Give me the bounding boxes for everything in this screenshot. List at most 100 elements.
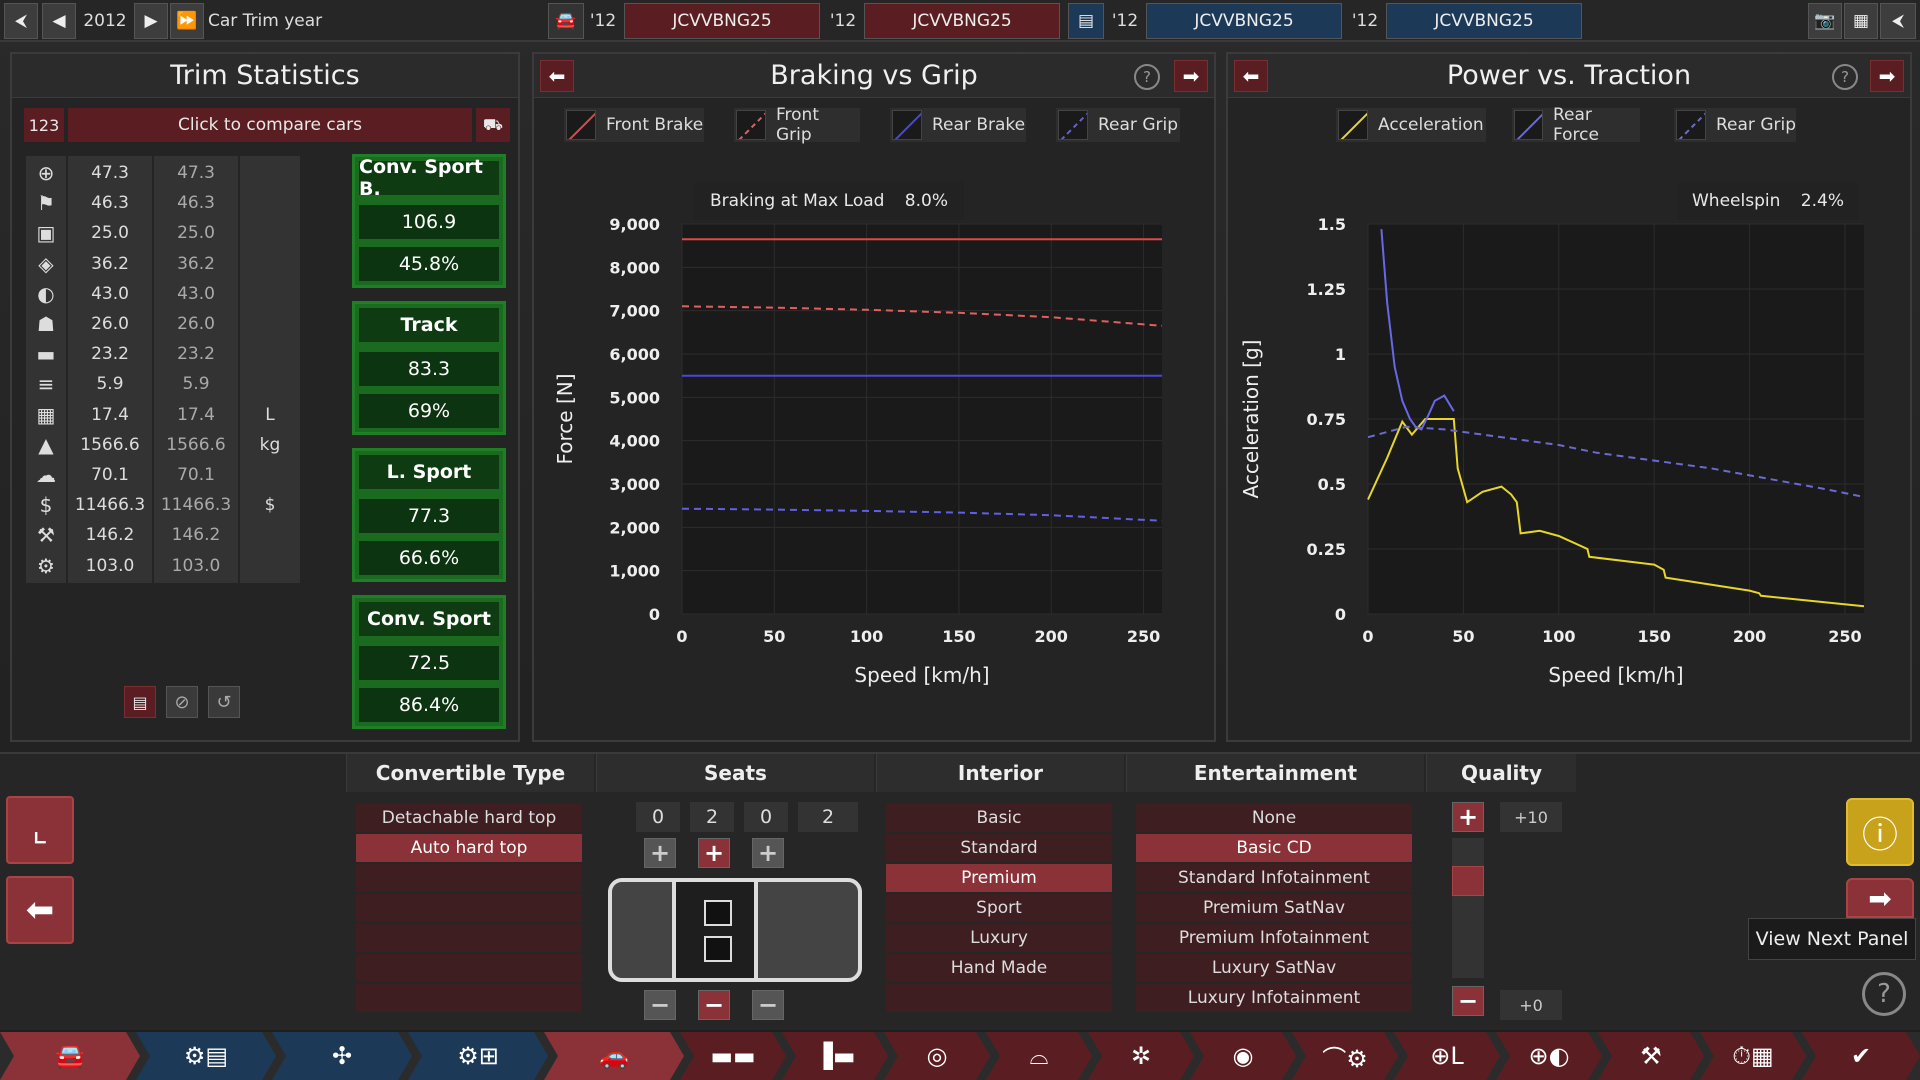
nav-lights-icon[interactable]: ◎ (884, 1032, 990, 1080)
nav-car-body-icon[interactable]: 🚘 (0, 1032, 140, 1080)
next-panel-button[interactable]: ➡ (1174, 60, 1208, 92)
stat-unit (240, 337, 300, 372)
help-icon[interactable]: ? (1862, 972, 1906, 1016)
car-select-icon[interactable]: ⛟ (476, 108, 510, 142)
nav-drivetrain-icon[interactable]: ⚙⊞ (408, 1032, 548, 1080)
add-middle-seat-button[interactable]: + (698, 838, 730, 868)
convertible-option[interactable] (356, 864, 582, 892)
nav-steering-icon[interactable]: ⊕L (1394, 1032, 1500, 1080)
stat-value: 36.2 (68, 246, 152, 281)
chart-toggle-icon[interactable]: ⌞ (6, 796, 74, 864)
fast-forward-button[interactable]: ⏩ (170, 3, 204, 39)
interior-option[interactable]: Luxury (886, 924, 1112, 952)
add-front-seat-button[interactable]: + (644, 838, 676, 868)
interior-option[interactable]: Sport (886, 894, 1112, 922)
y-tick-label: 0.5 (1318, 475, 1346, 494)
car-model-icon[interactable]: 🚘 (548, 3, 584, 39)
nav-body-icon[interactable]: ▬▬ (680, 1032, 786, 1080)
remove-middle-seat-button[interactable]: − (698, 990, 730, 1020)
interior-option[interactable]: Basic (886, 804, 1112, 832)
remove-rear-seat-button[interactable]: − (752, 990, 784, 1020)
legend-rear-brake: Rear Brake (890, 108, 1026, 142)
car-4-name[interactable]: JCVVBNG25 (1386, 3, 1582, 39)
nav-finish-icon[interactable]: ✔ (1802, 1032, 1920, 1080)
stat-compare-value: 11466.3 (154, 488, 238, 523)
nav-tyres-icon[interactable]: ⌓ (986, 1032, 1092, 1080)
braking-annotation-label: Braking at Max Load (710, 191, 885, 211)
car-3-year: '12 (1111, 11, 1139, 31)
help-icon[interactable]: ? (1134, 64, 1160, 90)
nav-suspension-icon[interactable]: ✣ (272, 1032, 412, 1080)
stat-row: ▦ 17.4 17.4 L (26, 397, 346, 432)
entertainment-option[interactable]: Premium SatNav (1136, 894, 1412, 922)
back-arrow-button[interactable]: ⬅ (6, 876, 74, 944)
stat-compare-value: 1566.6 (154, 427, 238, 462)
stat-row: ▲ 1566.6 1566.6 kg (26, 427, 346, 462)
y-tick-label: 1.5 (1318, 215, 1346, 234)
car-1-name[interactable]: JCVVBNG25 (624, 3, 820, 39)
nav-tuning-icon[interactable]: ⚒ (1598, 1032, 1704, 1080)
engine-icon[interactable]: ▤ (1068, 3, 1104, 39)
entertainment-option[interactable]: Premium Infotainment (1136, 924, 1412, 952)
convertible-option[interactable] (356, 954, 582, 982)
nav-test-track-icon[interactable]: ⏱▦ (1700, 1032, 1806, 1080)
help-icon[interactable]: ? (1832, 64, 1858, 90)
interior-option[interactable]: Premium (886, 864, 1112, 892)
camera-icon[interactable]: 📷 (1808, 3, 1842, 39)
quality-slider-thumb[interactable] (1452, 866, 1484, 896)
calculator-icon[interactable]: ▦ (1844, 3, 1878, 39)
previous-chart-button[interactable]: ⬅ (1234, 60, 1268, 92)
convertible-option[interactable] (356, 984, 582, 1012)
x-tick-label: 200 (1733, 627, 1766, 646)
entertainment-option[interactable]: None (1136, 804, 1412, 832)
nav-trim-icon[interactable]: 🚗 (544, 1032, 684, 1080)
next-panel-arrow-button[interactable]: ➡ (1846, 878, 1914, 918)
entertainment-option[interactable]: Luxury Infotainment (1136, 984, 1412, 1012)
convertible-option[interactable] (356, 924, 582, 952)
nav-interior-icon[interactable]: ▐▬ (782, 1032, 888, 1080)
quality-increase-button[interactable]: + (1452, 802, 1484, 832)
nav-brakes-icon[interactable]: ◉ (1190, 1032, 1296, 1080)
interior-option[interactable] (886, 984, 1112, 1012)
report-icon[interactable]: ▤ (124, 686, 156, 718)
stat-compare-value: 47.3 (154, 156, 238, 190)
previous-year-button[interactable]: ◀ (42, 3, 76, 39)
previous-panel-button[interactable]: ⬅ (540, 60, 574, 92)
nav-rims-icon[interactable]: ✲ (1088, 1032, 1194, 1080)
car-2-name[interactable]: JCVVBNG25 (864, 3, 1060, 39)
x-tick-label: 250 (1828, 627, 1861, 646)
convertible-option[interactable] (356, 894, 582, 922)
y-tick-label: 8,000 (609, 258, 660, 277)
reset-icon[interactable]: ↺ (208, 686, 240, 718)
y-tick-label: 5,000 (609, 388, 660, 407)
convertible-option[interactable]: Detachable hard top (356, 804, 582, 832)
nav-aero-icon[interactable]: ⌒⚙ (1292, 1032, 1398, 1080)
add-rear-seat-button[interactable]: + (752, 838, 784, 868)
compare-badge: 123 (24, 108, 64, 142)
exit-icon[interactable]: ⮜ (1880, 3, 1916, 39)
service-icon: ⚒ (26, 518, 66, 553)
entertainment-option[interactable]: Basic CD (1136, 834, 1412, 862)
entertainment-header: Entertainment (1126, 754, 1424, 792)
entertainment-option[interactable]: Luxury SatNav (1136, 954, 1412, 982)
nav-safety-icon[interactable]: ⊕◐ (1496, 1032, 1602, 1080)
interior-option[interactable]: Hand Made (886, 954, 1112, 982)
y-tick-label: 2,000 (609, 518, 660, 537)
interior-option[interactable]: Standard (886, 834, 1112, 862)
car-3-name[interactable]: JCVVBNG25 (1146, 3, 1342, 39)
series-line (1367, 418, 1865, 608)
back-icon[interactable]: ⮜ (4, 3, 38, 39)
warning-icon[interactable]: ⓘ (1846, 798, 1914, 866)
compare-cars-button[interactable]: Click to compare cars (68, 108, 472, 142)
race-flag-icon: ⚑ (26, 186, 66, 221)
convertible-option[interactable]: Auto hard top (356, 834, 582, 862)
clear-icon[interactable]: ⊘ (166, 686, 198, 718)
stat-unit (240, 307, 300, 341)
next-year-button[interactable]: ▶ (134, 3, 168, 39)
nav-chassis-icon[interactable]: ⚙▤ (136, 1032, 276, 1080)
next-chart-button[interactable]: ➡ (1870, 60, 1904, 92)
quality-slider[interactable] (1452, 838, 1484, 978)
entertainment-option[interactable]: Standard Infotainment (1136, 864, 1412, 892)
remove-front-seat-button[interactable]: − (644, 990, 676, 1020)
quality-decrease-button[interactable]: − (1452, 986, 1484, 1016)
